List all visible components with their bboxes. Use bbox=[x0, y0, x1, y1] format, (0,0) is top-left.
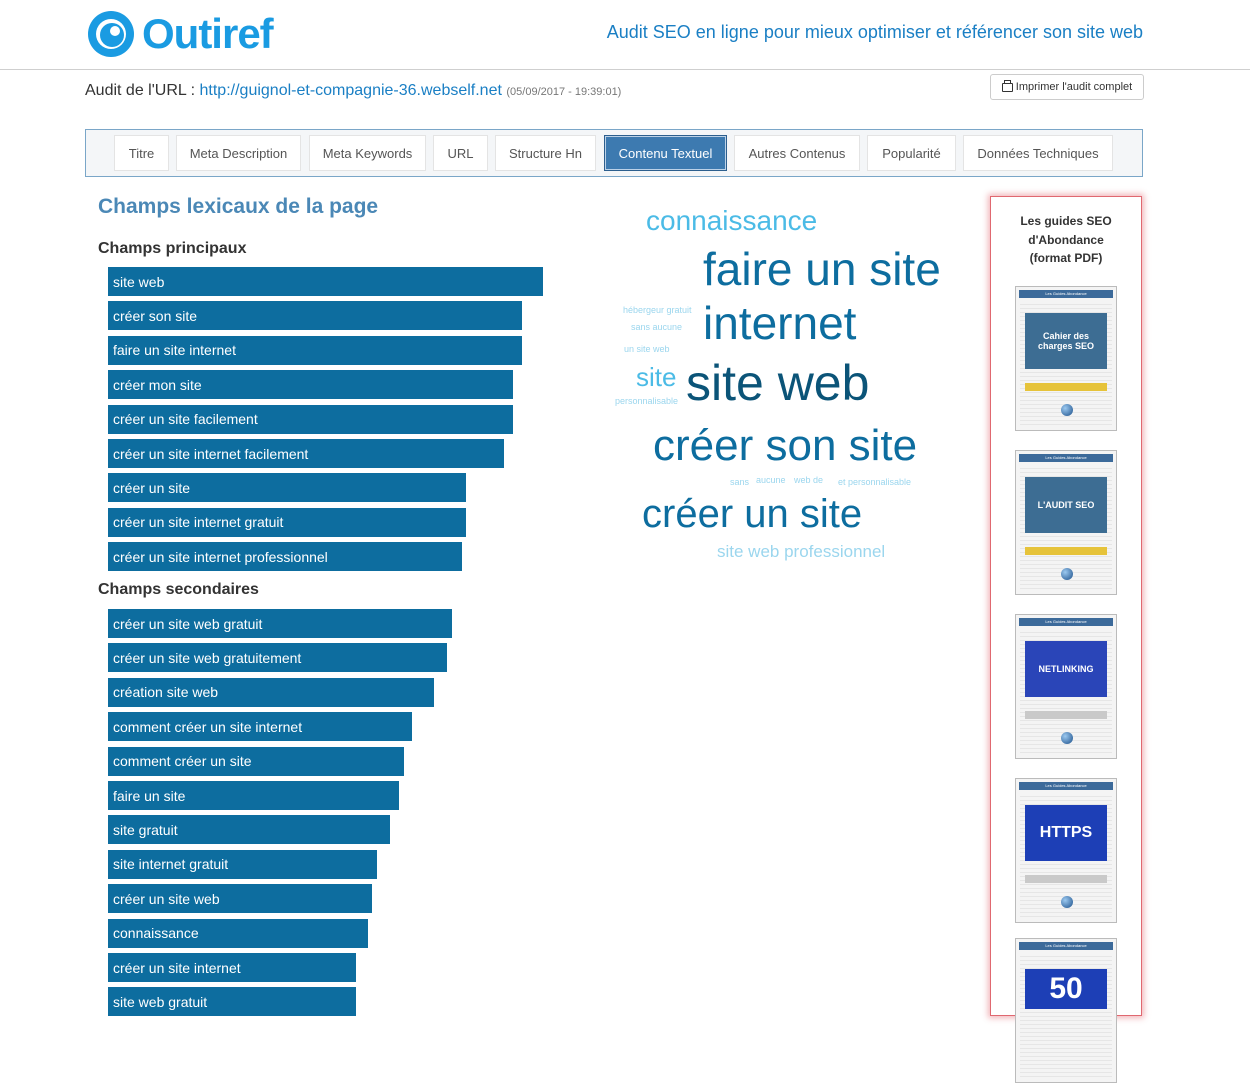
lexical-field-bar: connaissance bbox=[108, 918, 368, 948]
guides-title: Les guides SEO d'Abondance (format PDF) bbox=[991, 212, 1141, 268]
seo-guide-book[interactable]: Les Guides Abondance Cahier des charges S… bbox=[1015, 286, 1117, 431]
tab-label: Données Techniques bbox=[977, 145, 1099, 161]
print-audit-button[interactable]: Imprimer l'audit complet bbox=[990, 74, 1144, 100]
audit-tabs: Titre Meta Description Meta Keywords URL… bbox=[85, 129, 1143, 177]
lexical-field-bar: créer un site web gratuit bbox=[108, 609, 452, 638]
globe-icon bbox=[1061, 568, 1073, 580]
seo-guides-panel: Les guides SEO d'Abondance (format PDF) … bbox=[990, 196, 1142, 1083]
principal-fields-heading: Champs principaux bbox=[98, 240, 247, 257]
book-series: Les Guides Abondance bbox=[1019, 782, 1113, 790]
audit-url-prefix: Audit de l'URL : bbox=[85, 82, 200, 99]
lexical-fields-title: Champs lexicaux de la page bbox=[98, 195, 379, 218]
tab-label: Meta Keywords bbox=[322, 145, 413, 161]
tagline: Audit SEO en ligne pour mieux optimiser … bbox=[606, 22, 1143, 42]
outiref-logo[interactable]: Outiref bbox=[88, 9, 274, 59]
lexical-field-bar: créer un site bbox=[108, 473, 466, 503]
lexical-field-bar: créer son site bbox=[108, 301, 522, 331]
lexical-field-bar: site gratuit bbox=[108, 815, 390, 845]
globe-icon bbox=[1061, 404, 1073, 416]
tab-label: Titre bbox=[128, 145, 155, 161]
cloud-word: site bbox=[636, 362, 677, 392]
lexical-field-bar: créer un site web gratuitement bbox=[108, 643, 447, 673]
lexical-field-bar: site web gratuit bbox=[108, 987, 356, 1017]
lexical-field-bar: créer un site internet bbox=[108, 953, 356, 982]
lexical-field-bar: créer mon site bbox=[108, 370, 513, 400]
book-series: Les Guides Abondance bbox=[1019, 290, 1113, 298]
globe-icon bbox=[1061, 732, 1073, 744]
tab-contenu-textuel[interactable]: Contenu Textuel bbox=[604, 135, 727, 171]
audit-url-line: Audit de l'URL : http://guignol-et-compa… bbox=[85, 82, 621, 100]
lexical-field-bar: créer un site internet facilement bbox=[108, 439, 504, 468]
tab-url[interactable]: URL bbox=[433, 135, 488, 171]
tab-autres-contenus[interactable]: Autres Contenus bbox=[734, 135, 860, 171]
book-title: NETLINKING bbox=[1038, 664, 1094, 674]
globe-icon bbox=[1061, 896, 1073, 908]
lexical-field-bar: site internet gratuit bbox=[108, 849, 377, 879]
book-series: Les Guides Abondance bbox=[1019, 618, 1113, 626]
audit-timestamp: (05/09/2017 - 19:39:01) bbox=[506, 86, 622, 98]
lexical-field-bar: créer un site web bbox=[108, 884, 372, 914]
cloud-word: site web bbox=[686, 355, 870, 411]
cloud-word: site web professionnel bbox=[717, 542, 886, 561]
tab-meta-keywords[interactable]: Meta Keywords bbox=[309, 135, 426, 171]
seo-guide-book[interactable]: Les Guides Abondance NETLINKING bbox=[1015, 614, 1117, 759]
printer-icon bbox=[1001, 79, 1013, 92]
lexical-field-bar: création site web bbox=[108, 677, 434, 707]
cloud-word: hébergeur gratuit bbox=[623, 305, 692, 315]
cloud-word: faire un site bbox=[703, 243, 941, 295]
cloud-word: sans aucune bbox=[631, 322, 683, 332]
lexical-field-bar: créer un site facilement bbox=[108, 404, 513, 434]
guides-title-line: (format PDF) bbox=[1029, 251, 1103, 265]
logo-text: Outiref bbox=[142, 10, 274, 57]
cloud-word: sans bbox=[730, 477, 750, 487]
lexical-field-bar: créer un site internet professionnel bbox=[108, 542, 462, 572]
guides-title-line: d'Abondance bbox=[1028, 232, 1104, 247]
lexical-field-bar: site web bbox=[108, 267, 543, 296]
audit-url-link[interactable]: http://guignol-et-compagnie-36.webself.n… bbox=[199, 82, 502, 99]
book-series: Les Guides Abondance bbox=[1019, 454, 1113, 462]
cloud-word: web de bbox=[794, 475, 824, 485]
tab-structure-hn[interactable]: Structure Hn bbox=[495, 135, 596, 171]
tab-label: URL bbox=[447, 145, 474, 161]
print-audit-label: Imprimer l'audit complet bbox=[1015, 81, 1133, 93]
tab-meta-description[interactable]: Meta Description bbox=[176, 135, 301, 171]
eye-logo-icon bbox=[88, 11, 134, 57]
seo-guide-book[interactable]: Les Guides Abondance 50 bbox=[1015, 938, 1117, 1083]
cloud-word: connaissance bbox=[646, 205, 818, 236]
lexical-field-bar: faire un site internet bbox=[108, 335, 522, 365]
book-title: L'AUDIT SEO bbox=[1037, 500, 1095, 510]
book-title: Cahier des charges SEO bbox=[1037, 331, 1095, 351]
tab-label: Meta Description bbox=[189, 145, 288, 161]
tab-label: Autres Contenus bbox=[748, 145, 846, 161]
book-series: Les Guides Abondance bbox=[1019, 942, 1113, 950]
cloud-word: un site web bbox=[624, 344, 670, 354]
cloud-word: créer un site bbox=[642, 492, 863, 536]
site-header: Outiref Audit SEO en ligne pour mieux op… bbox=[0, 0, 1250, 70]
cloud-word: créer son site bbox=[653, 421, 918, 470]
lexical-field-bar: comment créer un site internet bbox=[108, 712, 412, 742]
book-title: 50 bbox=[1049, 972, 1083, 1005]
tab-titre[interactable]: Titre bbox=[114, 135, 169, 171]
tab-label: Popularité bbox=[882, 145, 941, 161]
cloud-word: aucune bbox=[756, 475, 786, 485]
lexical-field-bar: comment créer un site bbox=[108, 746, 404, 776]
book-title: HTTPS bbox=[1039, 824, 1093, 841]
guides-title-line: Les guides SEO bbox=[1020, 214, 1112, 228]
cloud-word: internet bbox=[703, 297, 857, 349]
lexical-field-bar: faire un site bbox=[108, 781, 399, 810]
cloud-word: personnalisable bbox=[615, 396, 679, 406]
tab-label: Contenu Textuel bbox=[618, 145, 713, 161]
tab-donnees-techniques[interactable]: Données Techniques bbox=[963, 135, 1113, 171]
cloud-word: et personnalisable bbox=[838, 477, 912, 487]
tab-label: Structure Hn bbox=[509, 145, 582, 161]
tab-popularite[interactable]: Popularité bbox=[867, 135, 956, 171]
seo-guide-book[interactable]: Les Guides Abondance L'AUDIT SEO bbox=[1015, 450, 1117, 595]
seo-guide-book[interactable]: Les Guides Abondance HTTPS bbox=[1015, 778, 1117, 923]
lexical-field-bar: créer un site internet gratuit bbox=[108, 507, 466, 537]
secondary-fields-heading: Champs secondaires bbox=[98, 581, 259, 598]
